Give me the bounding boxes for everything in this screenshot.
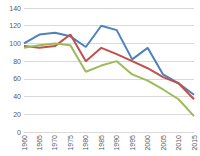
svg-text:1990: 1990 xyxy=(113,135,120,151)
svg-text:100: 100 xyxy=(9,40,21,47)
svg-text:1985: 1985 xyxy=(98,135,105,151)
svg-text:1960: 1960 xyxy=(21,135,28,151)
svg-text:120: 120 xyxy=(9,22,21,29)
svg-text:1965: 1965 xyxy=(36,135,43,151)
svg-text:1970: 1970 xyxy=(51,135,58,151)
svg-text:60: 60 xyxy=(13,75,21,82)
svg-text:2005: 2005 xyxy=(160,135,167,151)
svg-text:1995: 1995 xyxy=(129,135,136,151)
svg-text:2015: 2015 xyxy=(191,135,198,151)
svg-text:1975: 1975 xyxy=(67,135,74,151)
svg-text:1980: 1980 xyxy=(82,135,89,151)
svg-text:140: 140 xyxy=(9,5,21,12)
svg-text:40: 40 xyxy=(13,93,21,100)
svg-text:2000: 2000 xyxy=(144,135,151,151)
svg-text:2010: 2010 xyxy=(175,135,182,151)
svg-text:0: 0 xyxy=(17,129,21,136)
svg-text:20: 20 xyxy=(13,111,21,118)
svg-text:80: 80 xyxy=(13,58,21,65)
